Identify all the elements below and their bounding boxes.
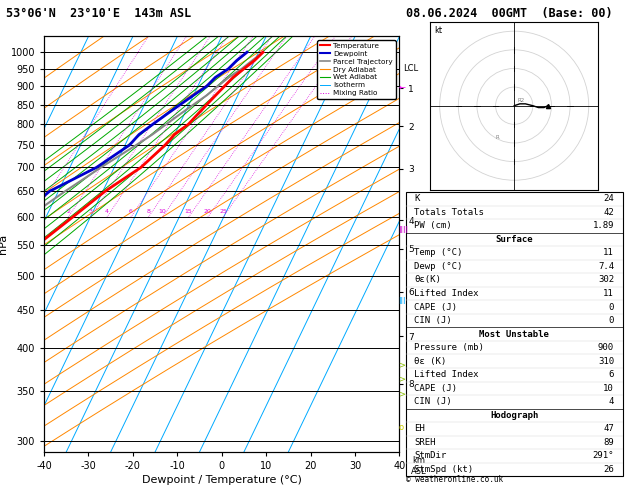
Text: kt: kt xyxy=(434,26,442,35)
Text: θε (K): θε (K) xyxy=(415,357,447,365)
Text: 2: 2 xyxy=(66,209,70,214)
Text: Surface: Surface xyxy=(496,235,533,244)
Text: Pressure (mb): Pressure (mb) xyxy=(415,343,484,352)
Text: Temp (°C): Temp (°C) xyxy=(415,248,463,258)
Text: 11: 11 xyxy=(603,248,614,258)
Text: EH: EH xyxy=(415,424,425,434)
Text: PW (cm): PW (cm) xyxy=(415,221,452,230)
Text: 0: 0 xyxy=(609,316,614,325)
Text: CAPE (J): CAPE (J) xyxy=(415,303,457,312)
Text: 8: 8 xyxy=(147,209,150,214)
Text: 47: 47 xyxy=(603,424,614,434)
Text: 1.89: 1.89 xyxy=(593,221,614,230)
Y-axis label: hPa: hPa xyxy=(0,234,8,254)
Text: 3: 3 xyxy=(89,209,92,214)
Text: © weatheronline.co.uk: © weatheronline.co.uk xyxy=(406,474,503,484)
Text: 25: 25 xyxy=(219,209,227,214)
Text: III: III xyxy=(398,297,406,306)
Text: CAPE (J): CAPE (J) xyxy=(415,384,457,393)
Text: 310: 310 xyxy=(598,357,614,365)
Text: 0: 0 xyxy=(609,303,614,312)
Text: 53°06'N  23°10'E  143m ASL: 53°06'N 23°10'E 143m ASL xyxy=(6,7,192,20)
Text: >: > xyxy=(398,360,405,369)
Text: StmDir: StmDir xyxy=(415,451,447,460)
Text: K: K xyxy=(415,194,420,203)
Text: SREH: SREH xyxy=(415,438,436,447)
Text: >: > xyxy=(398,389,405,398)
Text: CIN (J): CIN (J) xyxy=(415,316,452,325)
Text: 4: 4 xyxy=(105,209,109,214)
Text: 42: 42 xyxy=(603,208,614,217)
Text: R2: R2 xyxy=(518,98,525,103)
Legend: Temperature, Dewpoint, Parcel Trajectory, Dry Adiabat, Wet Adiabat, Isotherm, Mi: Temperature, Dewpoint, Parcel Trajectory… xyxy=(318,40,396,99)
Text: 89: 89 xyxy=(603,438,614,447)
Text: Most Unstable: Most Unstable xyxy=(479,330,549,339)
Text: 10: 10 xyxy=(603,384,614,393)
Text: 15: 15 xyxy=(185,209,192,214)
Text: o: o xyxy=(398,423,403,432)
Text: 6: 6 xyxy=(609,370,614,379)
Text: ←: ← xyxy=(398,83,405,92)
Text: 20: 20 xyxy=(204,209,212,214)
Text: StmSpd (kt): StmSpd (kt) xyxy=(415,465,474,474)
Text: Lifted Index: Lifted Index xyxy=(415,289,479,298)
Text: km
ASL: km ASL xyxy=(411,456,426,475)
Text: 6: 6 xyxy=(129,209,133,214)
Text: 900: 900 xyxy=(598,343,614,352)
Text: 302: 302 xyxy=(598,276,614,284)
Text: >: > xyxy=(398,375,405,383)
Text: 4: 4 xyxy=(609,398,614,406)
Text: Hodograph: Hodograph xyxy=(490,411,538,420)
Text: θε(K): θε(K) xyxy=(415,276,442,284)
Text: 11: 11 xyxy=(603,289,614,298)
Text: CIN (J): CIN (J) xyxy=(415,398,452,406)
Text: Totals Totals: Totals Totals xyxy=(415,208,484,217)
Text: 7.4: 7.4 xyxy=(598,262,614,271)
Text: 08.06.2024  00GMT  (Base: 00): 08.06.2024 00GMT (Base: 00) xyxy=(406,7,612,20)
Text: IIII: IIII xyxy=(398,226,408,235)
Text: 10: 10 xyxy=(159,209,166,214)
Text: 26: 26 xyxy=(603,465,614,474)
Text: Lifted Index: Lifted Index xyxy=(415,370,479,379)
Text: LCL: LCL xyxy=(404,64,419,73)
Text: R: R xyxy=(496,135,499,140)
Text: 24: 24 xyxy=(603,194,614,203)
Text: 291°: 291° xyxy=(593,451,614,460)
X-axis label: Dewpoint / Temperature (°C): Dewpoint / Temperature (°C) xyxy=(142,475,302,485)
Text: Dewp (°C): Dewp (°C) xyxy=(415,262,463,271)
